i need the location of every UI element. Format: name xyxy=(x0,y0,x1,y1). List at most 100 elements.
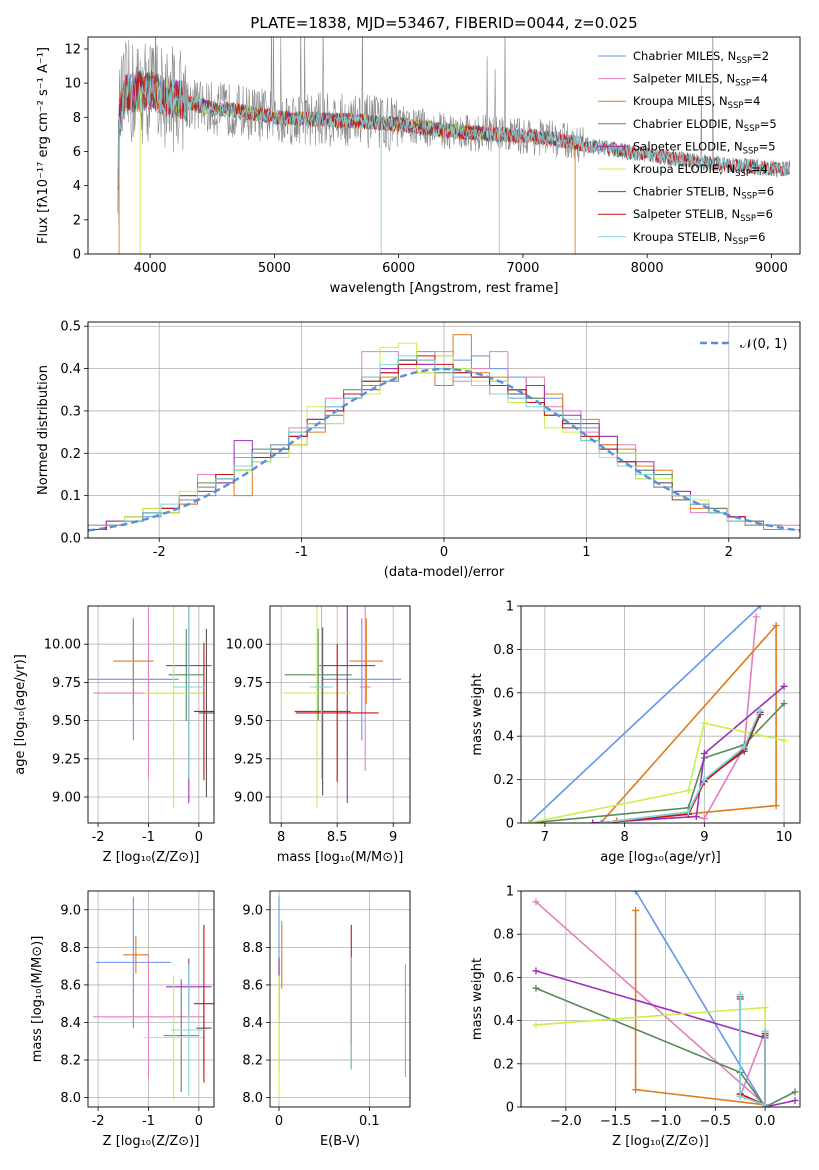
weight-marker xyxy=(780,737,788,745)
x-tick-label: 9000 xyxy=(755,261,788,276)
weight-line xyxy=(535,901,766,1107)
x-tick-label: 9 xyxy=(700,830,708,845)
x-tick-label: 8 xyxy=(620,830,628,845)
x-tick-label: 7000 xyxy=(506,261,539,276)
legend-label: Salpeter ELODIE, N xyxy=(633,139,743,153)
weight-marker xyxy=(772,802,780,810)
weight-marker xyxy=(772,622,780,630)
legend-val: =6 xyxy=(757,185,774,199)
x-tick-label: 0 xyxy=(440,545,448,560)
plot-area-z_weight xyxy=(532,891,799,1107)
y-tick-label: 8.8 xyxy=(60,941,81,956)
x-tick-label: 10 xyxy=(776,830,793,845)
panel-z_age: -2 -1 0 9.00 9.25 9.50 9.75 10.00 Z [log₁₀(Z/Z⊙)… xyxy=(13,605,215,865)
plot-area-mass_age xyxy=(283,606,402,808)
x-tick-label: 8 xyxy=(277,830,285,845)
y-tick-label: 0.3 xyxy=(60,404,81,419)
x-tick-label: -2 xyxy=(92,830,105,845)
panel-residuals: -2 -1 0 1 2 0.0 0.1 0.2 0.3 0.4 0.5 (data-model)/er… xyxy=(36,320,801,580)
panel-z_weight: −2.0 −1.5 −1.0 −0.5 0.0 0 0.2 0.4 0.6 0.8 1 Z [log₁… xyxy=(470,885,801,1149)
legend-val: =5 xyxy=(759,139,776,153)
weight-marker xyxy=(791,1097,799,1105)
weight-marker xyxy=(700,815,708,823)
panel-z_mass: -2 -1 0 8.0 8.2 8.4 8.6 8.8 9.0 Z [log₁₀(Z/Z⊙)] ma… xyxy=(30,890,215,1149)
legend-sub: SSP xyxy=(736,56,752,66)
x-tick-label: 0 xyxy=(275,1114,283,1129)
x-tick-label: −0.5 xyxy=(700,1114,732,1129)
weight-marker xyxy=(780,700,788,708)
plot-area-spectrum xyxy=(117,37,791,254)
legend-normal-label: 𝒩(0, 1) xyxy=(740,337,787,352)
plot-area-age_weight xyxy=(525,606,788,823)
x-axis-label: E(B-V) xyxy=(320,1134,360,1149)
plot-area-z_age xyxy=(88,606,214,808)
weight-marker xyxy=(756,706,764,714)
axes-frame xyxy=(87,321,801,539)
x-tick-label: 9 xyxy=(389,830,397,845)
axes-frame xyxy=(520,605,801,824)
y-tick-label: 8.8 xyxy=(242,941,263,956)
y-tick-label: 8.6 xyxy=(242,978,263,993)
y-axis-label: Normed distribution xyxy=(36,365,51,495)
y-tick-label: 12 xyxy=(64,42,81,57)
legend-val: =6 xyxy=(748,230,765,244)
y-tick-label: 1 xyxy=(506,885,514,900)
plot-area-residuals xyxy=(88,334,800,538)
legend-entry: Kroupa STELIB, NSSP=6 xyxy=(633,230,765,247)
weight-marker xyxy=(589,819,597,823)
legend-entry: Chabrier MILES, NSSP=2 xyxy=(633,49,769,66)
weight-marker xyxy=(632,1086,640,1094)
legend-sub: SSP xyxy=(728,101,744,111)
weight-line xyxy=(535,987,796,1107)
weight-marker xyxy=(761,1101,769,1107)
legend-val: =4 xyxy=(751,162,768,176)
legend-val: =6 xyxy=(756,207,773,221)
weight-marker xyxy=(532,898,540,906)
legend-sub: SSP xyxy=(735,169,751,179)
weight-line xyxy=(592,685,785,823)
weight-marker xyxy=(532,1021,540,1029)
y-tick-label: 10 xyxy=(64,77,81,92)
y-tick-label: 10.00 xyxy=(44,638,81,653)
x-tick-label: -1 xyxy=(295,545,308,560)
y-tick-label: 0 xyxy=(73,248,81,263)
legend-val: =2 xyxy=(752,49,769,63)
y-tick-label: 9.0 xyxy=(242,903,263,918)
legend-entry: Salpeter ELODIE, NSSP=5 xyxy=(633,139,776,156)
legend-sub: SSP xyxy=(744,124,760,134)
weight-marker xyxy=(632,891,640,895)
x-axis-label: Z [log₁₀(Z/Z⊙)] xyxy=(103,850,200,865)
y-tick-label: 8.4 xyxy=(60,1016,81,1031)
x-tick-label: -1 xyxy=(142,830,155,845)
y-tick-label: 0.8 xyxy=(493,643,514,658)
y-tick-label: 6 xyxy=(73,145,81,160)
y-tick-label: 9.0 xyxy=(60,903,81,918)
y-tick-label: 0.2 xyxy=(493,1057,514,1072)
weight-line xyxy=(528,722,785,823)
weight-line xyxy=(634,891,766,1107)
x-tick-label: −2.0 xyxy=(550,1114,582,1129)
legend-val: =4 xyxy=(743,94,760,108)
x-tick-label: 5000 xyxy=(258,261,291,276)
y-tick-label: 0.1 xyxy=(60,489,81,504)
x-tick-label: -2 xyxy=(92,1114,105,1129)
legend-entry: Salpeter MILES, NSSP=4 xyxy=(633,72,768,89)
weight-marker xyxy=(532,984,540,992)
weight-marker xyxy=(736,1092,744,1100)
weight-line xyxy=(592,616,757,823)
y-tick-label: 9.25 xyxy=(52,752,81,767)
legend: Chabrier MILES, NSSP=2 Salpeter MILES, NS… xyxy=(598,49,777,247)
weight-marker xyxy=(700,750,708,758)
axes-frame xyxy=(269,605,411,824)
x-tick-label: 8000 xyxy=(631,261,664,276)
legend-entry: Kroupa MILES, NSSP=4 xyxy=(633,94,760,111)
weight-marker xyxy=(752,613,760,621)
x-tick-label: 4000 xyxy=(134,261,167,276)
x-tick-label: −1.5 xyxy=(600,1114,632,1129)
y-tick-label: 0.5 xyxy=(60,320,81,335)
weight-marker xyxy=(684,808,692,816)
y-tick-label: 9.00 xyxy=(234,791,263,806)
plot-area-z_mass xyxy=(93,896,214,1100)
x-tick-label: 0.0 xyxy=(755,1114,776,1129)
